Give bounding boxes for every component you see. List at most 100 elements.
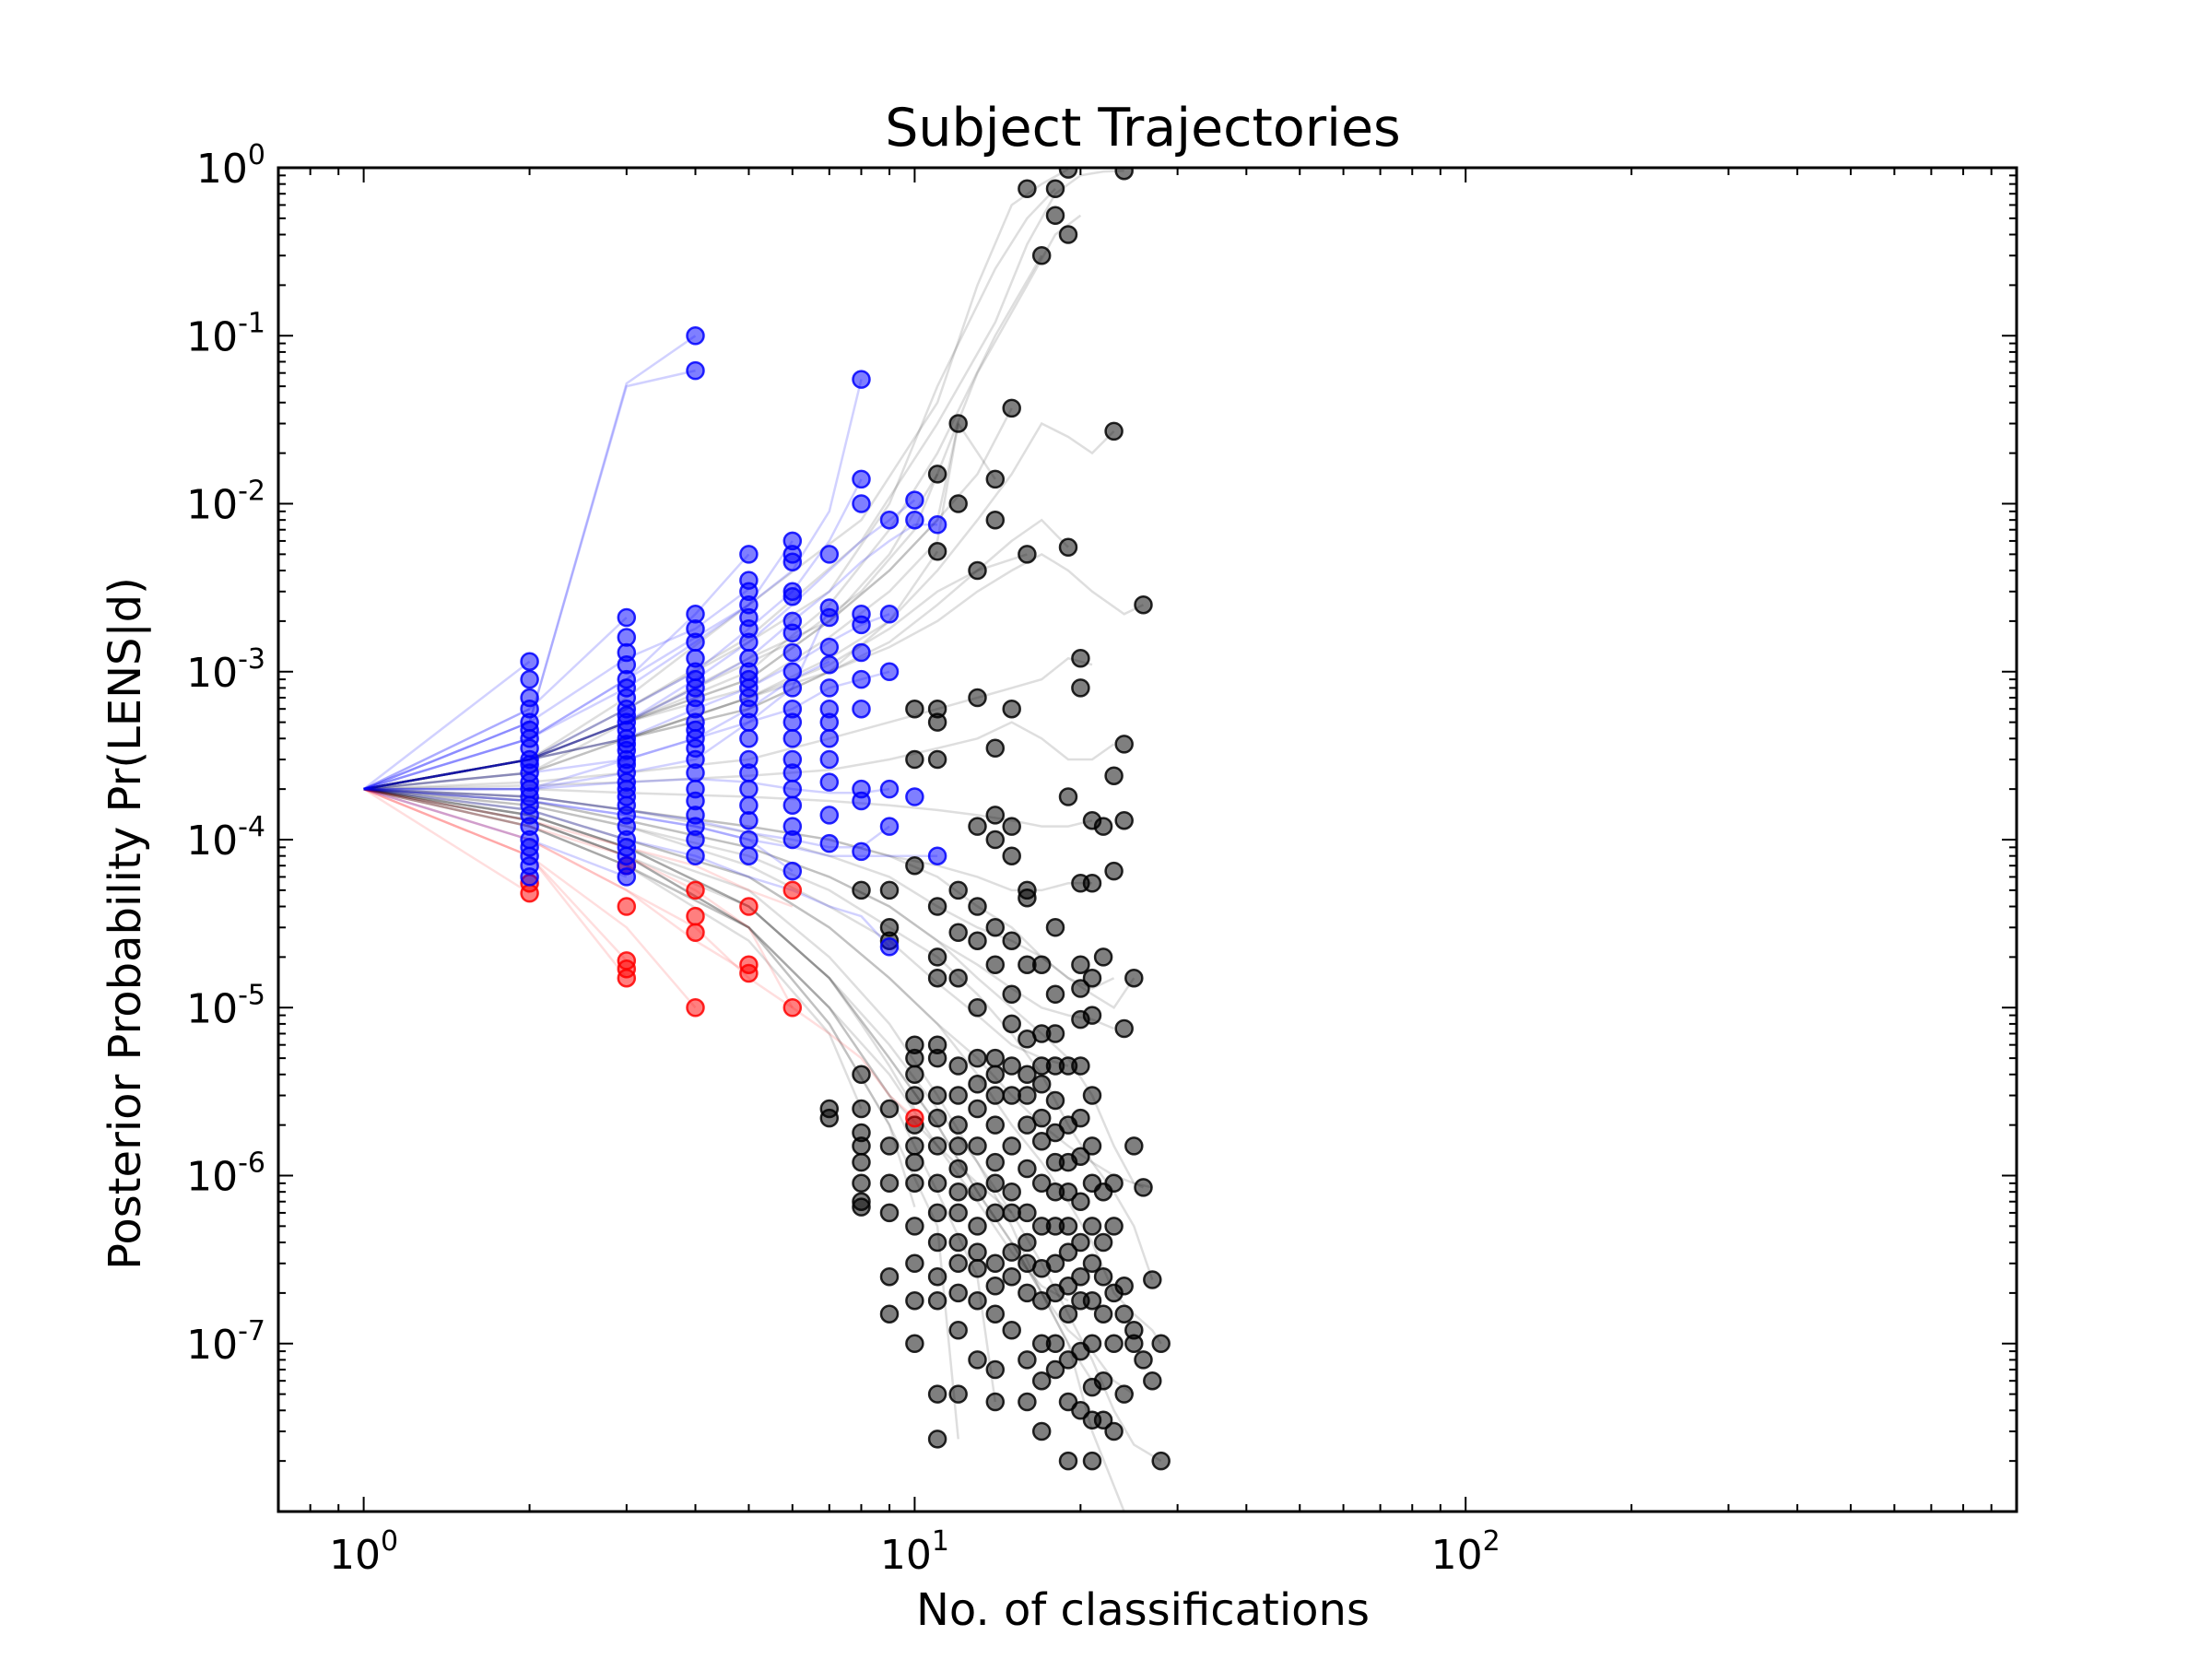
data-point: [739, 963, 759, 983]
data-point: [879, 937, 900, 957]
data-point: [1058, 1451, 1078, 1471]
data-point: [686, 998, 705, 1018]
data-point: [686, 632, 705, 652]
data-point: [1045, 1359, 1065, 1380]
data-point: [948, 1232, 968, 1253]
data-point: [879, 1203, 900, 1223]
data-point: [985, 1277, 1006, 1296]
data-point: [782, 861, 803, 881]
data-point: [782, 587, 803, 606]
data-point: [782, 552, 803, 571]
data-point: [927, 1232, 947, 1253]
data-point: [1104, 1173, 1124, 1194]
data-point: [617, 607, 637, 628]
data-point: [1124, 968, 1144, 988]
data-point: [879, 1304, 900, 1324]
data-point: [1114, 1018, 1134, 1039]
data-point: [686, 846, 705, 865]
data-point: [1031, 1132, 1052, 1151]
data-point: [927, 749, 947, 770]
data-point: [927, 1266, 947, 1287]
data-point: [1045, 1024, 1065, 1043]
data-point: [985, 1304, 1006, 1324]
data-point: [1071, 678, 1090, 698]
data-point: [1058, 1217, 1078, 1236]
data-point: [782, 623, 803, 643]
data-point: [905, 1334, 924, 1354]
data-point: [520, 867, 539, 887]
data-point: [617, 867, 637, 887]
data-point: [968, 931, 987, 950]
data-point: [1058, 537, 1078, 558]
data-point: [852, 1197, 871, 1217]
data-point: [927, 968, 947, 988]
data-point: [1124, 1136, 1144, 1156]
data-point: [1018, 1232, 1037, 1253]
data-point: [905, 490, 924, 510]
data-point: [1018, 1065, 1037, 1085]
data-point: [1093, 1410, 1113, 1430]
data-point: [927, 1290, 947, 1311]
data-point: [879, 1136, 900, 1156]
data-point: [927, 542, 947, 561]
data-point: [948, 880, 968, 900]
data-point: [686, 326, 705, 346]
data-point: [739, 729, 759, 748]
data-point: [1082, 1290, 1102, 1311]
data-point: [879, 779, 900, 799]
data-point: [819, 637, 840, 657]
data-point: [1002, 1266, 1021, 1287]
data-point: [927, 897, 947, 916]
trajectory-line-29: [363, 787, 916, 1120]
data-point: [948, 1253, 968, 1274]
data-point: [1114, 1277, 1134, 1296]
data-point: [782, 642, 803, 663]
data-point: [739, 779, 759, 799]
data-point: [852, 880, 871, 900]
data-point: [927, 1384, 947, 1404]
data-point: [968, 1217, 987, 1236]
data-point: [617, 968, 637, 988]
trajectory-line-8: [363, 379, 863, 791]
data-point: [520, 652, 539, 671]
data-point: [1104, 1334, 1124, 1354]
data-point: [782, 795, 803, 816]
axes: 100 101 102 100 10-1 10-2 10-3 10-4 10-5 10-6 10-7: [186, 139, 2018, 1579]
data-point: [1018, 1203, 1037, 1223]
data-point: [1082, 1136, 1102, 1156]
data-point: [739, 632, 759, 652]
trajectory-line-41: [363, 518, 1069, 791]
data-point: [985, 1203, 1006, 1223]
data-point: [968, 817, 987, 836]
data-point: [879, 880, 900, 900]
data-point: [1002, 1242, 1021, 1262]
data-point: [852, 669, 871, 689]
y-tick-label: 10-5: [186, 979, 265, 1032]
data-point: [1143, 1371, 1162, 1391]
data-point: [985, 1253, 1006, 1274]
data-point: [1082, 1451, 1102, 1471]
data-point: [1082, 1217, 1102, 1236]
data-point: [852, 791, 871, 811]
trajectory-line-35: [363, 552, 1145, 791]
y-tick-label: 10-1: [186, 307, 265, 360]
data-point: [985, 1152, 1006, 1172]
data-point: [905, 855, 924, 876]
data-point: [905, 510, 924, 530]
trajectory-line-10: [363, 499, 916, 791]
trajectory-line-22: [362, 788, 531, 895]
data-point: [927, 1048, 947, 1068]
data-point: [819, 545, 840, 564]
data-point: [1082, 1086, 1102, 1105]
data-point: [1114, 1384, 1134, 1404]
data-point: [1045, 1253, 1065, 1274]
data-point: [852, 1136, 871, 1156]
x-tick-label: 101: [880, 1525, 949, 1579]
data-point: [819, 654, 840, 675]
data-point: [968, 560, 987, 581]
data-point: [1093, 1371, 1113, 1391]
data-point: [686, 763, 705, 782]
data-point: [905, 749, 924, 770]
data-point: [739, 545, 759, 564]
